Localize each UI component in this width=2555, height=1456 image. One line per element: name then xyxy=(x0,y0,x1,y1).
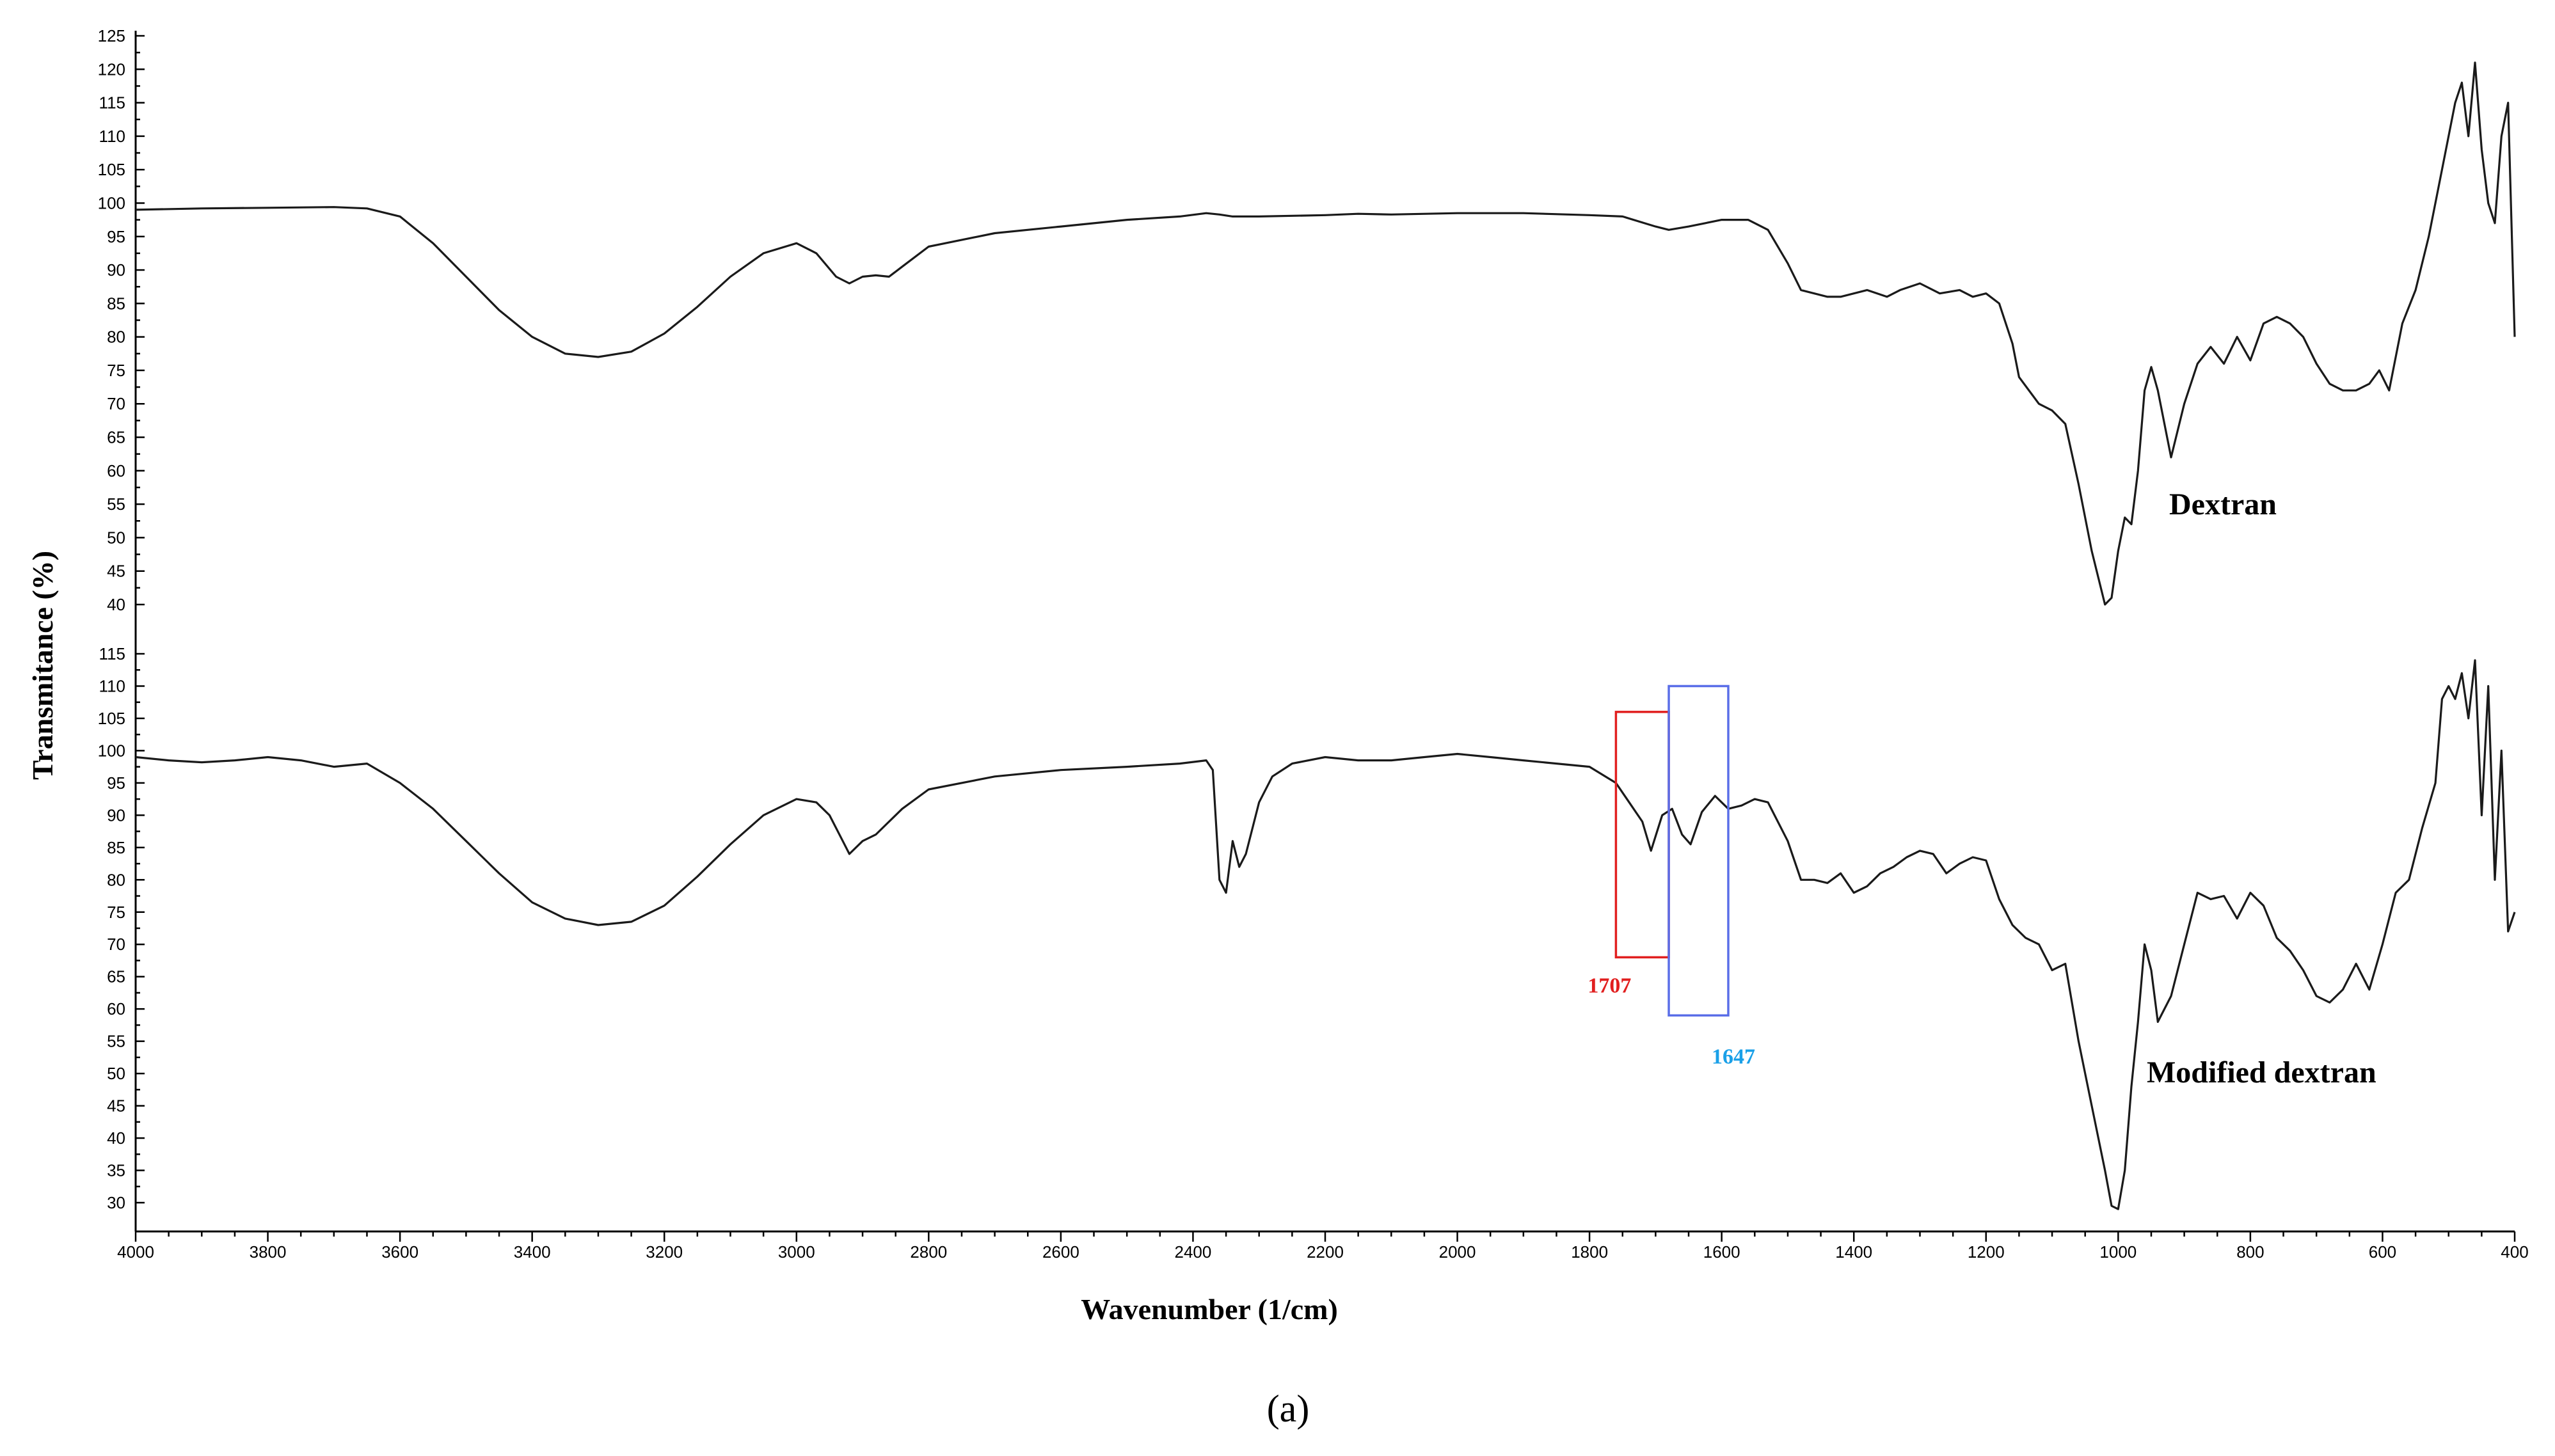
y-axis-title: Transmitance (%) xyxy=(26,551,59,780)
y-tick-label: 90 xyxy=(107,805,125,825)
y-tick-label: 110 xyxy=(99,127,125,146)
y-tick-label: 125 xyxy=(98,26,125,45)
y-tick-label: 40 xyxy=(107,595,125,614)
y-tick-label: 115 xyxy=(99,93,125,113)
panel-label: (a) xyxy=(1267,1388,1310,1430)
y-tick-label: 45 xyxy=(107,562,125,581)
y-tick-label: 65 xyxy=(107,967,125,986)
y-tick-label: 75 xyxy=(107,361,125,380)
x-tick-label: 4000 xyxy=(117,1242,154,1262)
y-ticks: 40 45 50 55 60 65 70 75 80 85 90 95 100 105 110 115 120 1… xyxy=(98,26,145,1212)
x-tick-label: 1000 xyxy=(2099,1242,2137,1262)
y-tick-label: 65 xyxy=(107,428,125,447)
y-tick-label: 50 xyxy=(107,1064,125,1083)
peak-annotations: 1707 1647 xyxy=(1588,684,1755,1068)
y-tick-label: 85 xyxy=(107,294,125,313)
y-tick-label: 45 xyxy=(107,1096,125,1116)
y-tick-label: 50 xyxy=(107,528,125,547)
y-tick-label: 30 xyxy=(107,1193,125,1212)
y-tick-label: 70 xyxy=(107,935,125,954)
y-tick-label: 80 xyxy=(107,328,125,347)
y-tick-label: 100 xyxy=(98,193,125,212)
x-tick-label: 3800 xyxy=(250,1242,287,1262)
y-tick-label: 55 xyxy=(107,495,125,514)
x-ticks: 4000 3800 3600 3400 3200 3000 2800 2600 2400 2200… xyxy=(117,1231,2529,1262)
x-tick-label: 400 xyxy=(2501,1242,2528,1262)
y-tick-label: 55 xyxy=(107,1032,125,1051)
y-tick-label: 85 xyxy=(107,838,125,857)
annotation-label-1647: 1647 xyxy=(1712,1045,1755,1068)
x-axis-title: Wavenumber (1/cm) xyxy=(1081,1293,1338,1325)
y-tick-label: 70 xyxy=(107,394,125,413)
x-tick-label: 2800 xyxy=(910,1242,947,1262)
x-tick-label: 1600 xyxy=(1703,1242,1740,1262)
y-tick-label: 110 xyxy=(99,676,125,695)
spectrum-dextran xyxy=(135,61,2516,606)
y-tick-label: 95 xyxy=(107,227,125,246)
x-tick-label: 3400 xyxy=(514,1242,551,1262)
y-tick-label: 35 xyxy=(107,1161,125,1180)
x-tick-label: 1200 xyxy=(1968,1242,2005,1262)
x-tick-label: 2400 xyxy=(1175,1242,1212,1262)
x-tick-label: 600 xyxy=(2369,1242,2396,1262)
series-label-dextran: Dextran xyxy=(2169,487,2277,521)
y-tick-label: 100 xyxy=(98,741,125,760)
x-tick-label: 1800 xyxy=(1571,1242,1608,1262)
y-tick-label: 120 xyxy=(98,59,125,79)
x-tick-label: 3200 xyxy=(646,1242,683,1262)
annotation-label-1707: 1707 xyxy=(1588,974,1631,997)
series-label-modified-dextran: Modified dextran xyxy=(2147,1056,2376,1089)
x-tick-label: 3600 xyxy=(381,1242,418,1262)
spectrum-modified-dextran xyxy=(135,659,2516,1210)
y-tick-label: 90 xyxy=(107,260,125,280)
x-tick-label: 2000 xyxy=(1439,1242,1476,1262)
y-tick-label: 105 xyxy=(98,160,125,179)
y-tick-label: 75 xyxy=(107,903,125,922)
y-tick-label: 80 xyxy=(107,870,125,889)
x-tick-label: 1400 xyxy=(1835,1242,1872,1262)
annotation-box-1647 xyxy=(1668,684,1730,1017)
y-tick-label: 60 xyxy=(107,999,125,1018)
y-tick-label: 115 xyxy=(99,644,125,663)
x-tick-label: 800 xyxy=(2236,1242,2264,1262)
y-tick-label: 60 xyxy=(107,461,125,480)
spectra xyxy=(135,61,2516,1210)
x-tick-label: 3000 xyxy=(778,1242,815,1262)
y-tick-label: 40 xyxy=(107,1128,125,1148)
annotation-box-1707 xyxy=(1614,711,1670,959)
y-tick-label: 95 xyxy=(107,773,125,793)
x-tick-label: 2600 xyxy=(1042,1242,1079,1262)
y-tick-label: 105 xyxy=(98,709,125,728)
x-tick-label: 2200 xyxy=(1307,1242,1344,1262)
